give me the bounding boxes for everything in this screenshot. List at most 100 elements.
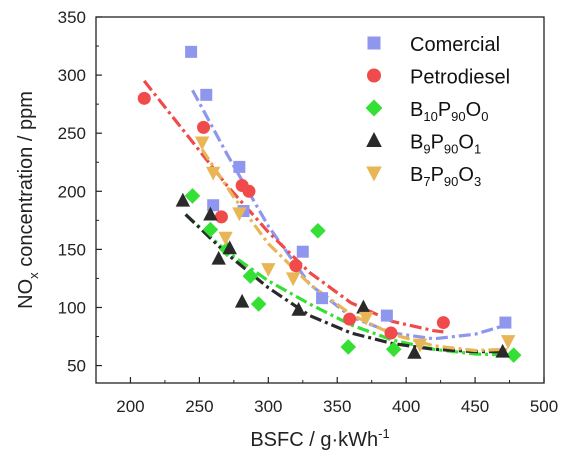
legend-label-text: B <box>410 164 423 186</box>
data-point-circle <box>436 316 450 330</box>
y-axis-title-rest: concentration / ppm <box>15 91 37 272</box>
data-point-triangle-up <box>291 302 306 316</box>
legend-label-text: Comercial <box>410 34 500 56</box>
legend-label-subscript: 1 <box>474 142 481 157</box>
legend-label-text: Petrodiesel <box>410 67 510 89</box>
x-tick-label: 300 <box>254 397 282 416</box>
x-tick-label: 450 <box>461 397 489 416</box>
data-point-circle <box>343 312 357 326</box>
y-tick-label: 50 <box>67 357 86 376</box>
axes-layer: 200 250 300 350 400 450 5005010015020025030035… <box>58 8 559 416</box>
legend-label-text: B <box>410 132 423 154</box>
legend-label: Petrodiesel <box>410 67 510 89</box>
data-point-triangle-up <box>211 250 226 265</box>
data-point-diamond <box>310 222 326 239</box>
data-points-layer <box>137 45 522 363</box>
legend-label-subscript: 90 <box>444 174 458 189</box>
data-point-circle <box>197 120 211 134</box>
data-point-triangle-up <box>356 299 371 314</box>
data-point-square <box>200 88 213 101</box>
data-point-diamond <box>505 347 522 363</box>
data-point-triangle-down <box>500 335 516 349</box>
data-point-square <box>296 245 309 258</box>
data-point-circle <box>137 91 151 105</box>
data-point-triangle-down <box>205 166 221 181</box>
y-tick-label: 200 <box>58 182 86 201</box>
legend-marker-triangle-down <box>366 166 382 182</box>
legend-marker-circle <box>367 68 381 83</box>
data-point-diamond <box>385 341 402 358</box>
data-point-triangle-up <box>234 293 250 308</box>
x-axis-title: BSFC / g·kWh-1 <box>250 426 389 451</box>
y-tick-label: 350 <box>58 8 86 27</box>
data-point-triangle-down <box>218 231 233 246</box>
y-axis-title: NOx concentration / ppm <box>15 91 41 309</box>
legend-label-subscript: 10 <box>423 109 437 124</box>
data-point-square <box>233 160 246 173</box>
data-point-square <box>316 292 329 305</box>
data-point-diamond <box>340 339 357 355</box>
data-point-diamond <box>242 268 259 284</box>
fit-curve-triangle-up <box>184 213 503 354</box>
data-point-square <box>380 309 393 322</box>
data-point-circle <box>384 326 398 340</box>
x-tick-label: 350 <box>323 397 351 416</box>
data-point-triangle-up <box>203 206 218 221</box>
data-point-circle <box>289 259 303 273</box>
fit-curve-diamond <box>184 213 514 357</box>
data-point-triangle-down <box>412 338 428 353</box>
x-tick-label: 200 <box>116 397 144 416</box>
data-point-triangle-down <box>194 136 210 151</box>
legend: ComercialPetrodieselB10P90O0B9P90O1B7P90… <box>365 34 510 189</box>
legend-label-subscript: 90 <box>444 142 458 157</box>
legend-label-text: O <box>466 99 482 121</box>
legend-label-text: O <box>458 164 474 186</box>
data-point-square <box>499 316 512 329</box>
legend-label-text: P <box>431 164 444 186</box>
data-point-diamond <box>250 296 267 312</box>
data-point-triangle-up <box>407 344 422 359</box>
legend-label: B10P90O0 <box>410 99 488 124</box>
legend-label-subscript: 90 <box>451 109 465 124</box>
data-point-triangle-down <box>261 263 276 277</box>
plot-frame <box>95 16 545 384</box>
x-tick-label: 250 <box>185 397 213 416</box>
legend-marker-diamond <box>365 99 383 117</box>
data-point-square <box>207 199 220 212</box>
x-axis-title-superscript: -1 <box>378 426 390 441</box>
y-tick-label: 100 <box>58 298 86 317</box>
x-tick-label: 400 <box>392 397 420 416</box>
y-axis-title-subscript: x <box>26 272 41 279</box>
data-point-circle <box>214 210 228 224</box>
data-point-triangle-up <box>495 343 510 358</box>
data-point-triangle-down <box>285 272 301 287</box>
data-point-triangle-up <box>222 240 237 255</box>
data-point-diamond <box>202 221 219 238</box>
data-point-diamond <box>184 188 201 204</box>
data-point-triangle-down <box>358 311 374 326</box>
legend-label-subscript: 9 <box>423 142 430 157</box>
legend-label-subscript: 3 <box>474 174 481 189</box>
legend-label-subscript: 7 <box>423 174 430 189</box>
y-axis-title-no: NO <box>15 279 37 309</box>
legend-label: B7P90O3 <box>410 164 481 189</box>
legend-label: Comercial <box>410 34 500 56</box>
y-tick-label: 250 <box>58 124 86 143</box>
legend-label-subscript: 0 <box>481 109 488 124</box>
data-point-circle <box>242 184 256 198</box>
legend-label-text: P <box>431 132 444 154</box>
legend-label-text: B <box>410 99 423 121</box>
y-tick-label: 300 <box>58 66 86 85</box>
legend-label-text: P <box>438 99 451 121</box>
legend-label-text: O <box>458 132 474 154</box>
legend-marker-square <box>367 36 381 50</box>
x-axis-title-text: BSFC / g·kWh <box>250 429 378 451</box>
data-point-triangle-down <box>232 207 247 222</box>
data-point-triangle-up <box>175 192 191 207</box>
data-point-square <box>185 45 198 58</box>
legend-label: B9P90O1 <box>410 132 481 157</box>
legend-marker-triangle-up <box>366 132 382 147</box>
x-tick-label: 500 <box>530 397 558 416</box>
fit-curve-circle <box>142 79 444 334</box>
